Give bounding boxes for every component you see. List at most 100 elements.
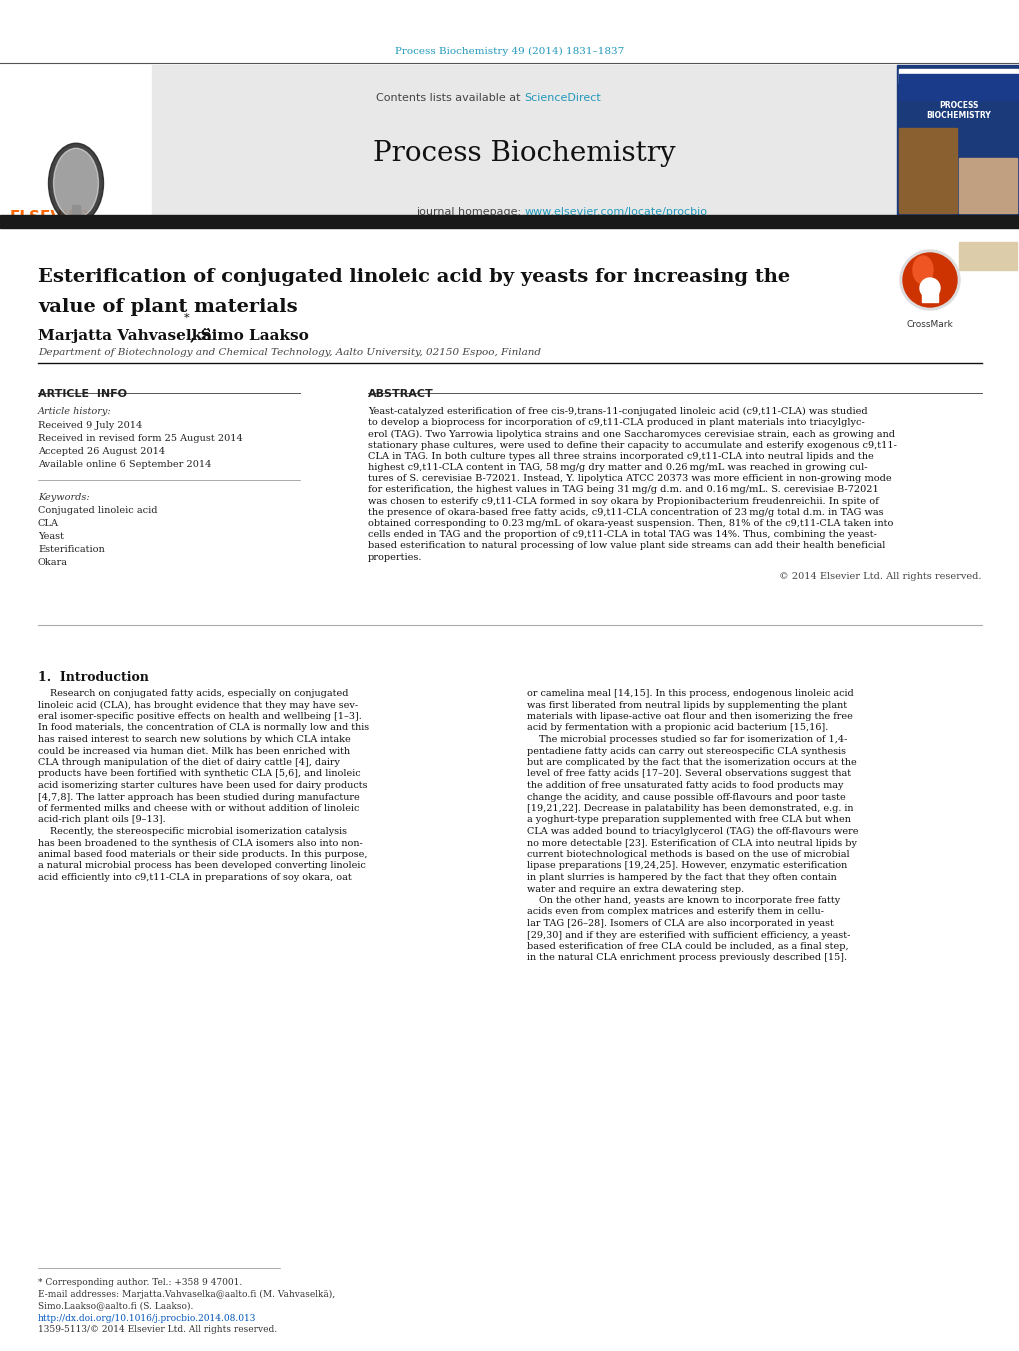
Text: Article history:: Article history: xyxy=(38,407,111,416)
Text: based esterification of free CLA could be included, as a final step,: based esterification of free CLA could b… xyxy=(527,942,848,951)
Text: acid-rich plant oils [9–13].: acid-rich plant oils [9–13]. xyxy=(38,816,165,824)
Text: highest c9,t11-CLA content in TAG, 58 mg/g dry matter and 0.26 mg/mL was reached: highest c9,t11-CLA content in TAG, 58 mg… xyxy=(368,463,866,471)
Text: or camelina meal [14,15]. In this process, endogenous linoleic acid: or camelina meal [14,15]. In this proces… xyxy=(527,689,853,698)
Bar xyxy=(72,205,79,226)
Text: Okara: Okara xyxy=(38,558,68,567)
Text: acid isomerizing starter cultures have been used for dairy products: acid isomerizing starter cultures have b… xyxy=(38,781,367,790)
Text: 1359-5113/© 2014 Elsevier Ltd. All rights reserved.: 1359-5113/© 2014 Elsevier Ltd. All right… xyxy=(38,1325,277,1333)
Circle shape xyxy=(919,278,940,299)
Text: Yeast: Yeast xyxy=(38,532,64,540)
Text: Esterification of conjugated linoleic acid by yeasts for increasing the: Esterification of conjugated linoleic ac… xyxy=(38,267,790,286)
Text: change the acidity, and cause possible off-flavours and poor taste: change the acidity, and cause possible o… xyxy=(527,793,845,801)
Text: materials with lipase-active oat flour and then isomerizing the free: materials with lipase-active oat flour a… xyxy=(527,712,852,721)
Text: © 2014 Elsevier Ltd. All rights reserved.: © 2014 Elsevier Ltd. All rights reserved… xyxy=(779,571,981,581)
Text: Esterification: Esterification xyxy=(38,544,105,554)
Text: Research on conjugated fatty acids, especially on conjugated: Research on conjugated fatty acids, espe… xyxy=(38,689,348,698)
Text: a natural microbial process has been developed converting linoleic: a natural microbial process has been dev… xyxy=(38,862,366,870)
Ellipse shape xyxy=(53,149,99,219)
Text: Accepted 26 August 2014: Accepted 26 August 2014 xyxy=(38,447,165,457)
Text: In food materials, the concentration of CLA is normally low and this: In food materials, the concentration of … xyxy=(38,724,369,732)
Text: [19,21,22]. Decrease in palatability has been demonstrated, e.g. in: [19,21,22]. Decrease in palatability has… xyxy=(527,804,853,813)
Text: ScienceDirect: ScienceDirect xyxy=(524,93,600,103)
Bar xyxy=(898,69,1017,82)
Text: CLA: CLA xyxy=(38,519,59,528)
Text: PROCESS
BIOCHEMISTRY: PROCESS BIOCHEMISTRY xyxy=(925,101,989,120)
Text: properties.: properties. xyxy=(368,553,422,562)
Text: Yeast-catalyzed esterification of free cis-9,trans-11-conjugated linoleic acid (: Yeast-catalyzed esterification of free c… xyxy=(368,407,867,416)
Bar xyxy=(958,242,1016,270)
Text: current biotechnological methods is based on the use of microbial: current biotechnological methods is base… xyxy=(527,850,849,859)
Text: in the natural CLA enrichment process previously described [15].: in the natural CLA enrichment process pr… xyxy=(527,954,846,962)
Text: linoleic acid (CLA), has brought evidence that they may have sev-: linoleic acid (CLA), has brought evidenc… xyxy=(38,701,358,709)
Text: Process Biochemistry 49 (2014) 1831–1837: Process Biochemistry 49 (2014) 1831–1837 xyxy=(395,47,624,57)
Text: [29,30] and if they are esterified with sufficient efficiency, a yeast-: [29,30] and if they are esterified with … xyxy=(527,931,850,939)
Ellipse shape xyxy=(49,143,103,223)
Text: erol (TAG). Two Yarrowia lipolytica strains and one Saccharomyces cerevisiae str: erol (TAG). Two Yarrowia lipolytica stra… xyxy=(368,430,894,439)
Text: was chosen to esterify c9,t11-CLA formed in soy okara by Propionibacterium freud: was chosen to esterify c9,t11-CLA formed… xyxy=(368,497,878,505)
Text: based esterification to natural processing of low value plant side streams can a: based esterification to natural processi… xyxy=(368,542,884,550)
Text: stationary phase cultures, were used to define their capacity to accumulate and : stationary phase cultures, were used to … xyxy=(368,440,896,450)
Bar xyxy=(898,74,1017,100)
Text: to develop a bioprocess for incorporation of c9,t11-CLA produced in plant materi: to develop a bioprocess for incorporatio… xyxy=(368,419,864,427)
Text: of fermented milks and cheese with or without addition of linoleic: of fermented milks and cheese with or wi… xyxy=(38,804,359,813)
Text: has raised interest to search new solutions by which CLA intake: has raised interest to search new soluti… xyxy=(38,735,351,744)
Text: Simo.Laakso@aalto.fi (S. Laakso).: Simo.Laakso@aalto.fi (S. Laakso). xyxy=(38,1301,194,1310)
Text: obtained corresponding to 0.23 mg/mL of okara-yeast suspension. Then, 81% of the: obtained corresponding to 0.23 mg/mL of … xyxy=(368,519,893,528)
Text: Available online 6 September 2014: Available online 6 September 2014 xyxy=(38,459,211,469)
Text: journal homepage:: journal homepage: xyxy=(416,207,524,218)
Text: ABSTRACT: ABSTRACT xyxy=(368,389,433,399)
Text: lar TAG [26–28]. Isomers of CLA are also incorporated in yeast: lar TAG [26–28]. Isomers of CLA are also… xyxy=(527,919,834,928)
Text: CLA in TAG. In both culture types all three strains incorporated c9,t11-CLA into: CLA in TAG. In both culture types all th… xyxy=(368,451,873,461)
Text: animal based food materials or their side products. In this purpose,: animal based food materials or their sid… xyxy=(38,850,367,859)
Text: the presence of okara-based free fatty acids, c9,t11-CLA concentration of 23 mg/: the presence of okara-based free fatty a… xyxy=(368,508,882,517)
Bar xyxy=(0,215,1019,228)
Text: value of plant materials: value of plant materials xyxy=(38,299,298,316)
Ellipse shape xyxy=(912,255,932,284)
Text: CLA was added bound to triacylglycerol (TAG) the off-flavours were: CLA was added bound to triacylglycerol (… xyxy=(527,827,858,836)
Text: acids even from complex matrices and esterify them in cellu-: acids even from complex matrices and est… xyxy=(527,908,823,916)
Text: www.elsevier.com/locate/procbio: www.elsevier.com/locate/procbio xyxy=(524,207,707,218)
Text: , Simo Laakso: , Simo Laakso xyxy=(190,328,309,342)
Bar xyxy=(152,65,896,215)
Text: but are complicated by the fact that the isomerization occurs at the: but are complicated by the fact that the… xyxy=(527,758,856,767)
Text: CLA through manipulation of the diet of dairy cattle [4], dairy: CLA through manipulation of the diet of … xyxy=(38,758,339,767)
Text: Recently, the stereospecific microbial isomerization catalysis: Recently, the stereospecific microbial i… xyxy=(38,827,346,836)
Text: eral isomer-specific positive effects on health and wellbeing [1–3].: eral isomer-specific positive effects on… xyxy=(38,712,362,721)
Bar xyxy=(958,158,1016,213)
Text: Conjugated linoleic acid: Conjugated linoleic acid xyxy=(38,507,157,515)
Text: cells ended in TAG and the proportion of c9,t11-CLA in total TAG was 14%. Thus, : cells ended in TAG and the proportion of… xyxy=(368,530,876,539)
Text: [4,7,8]. The latter approach has been studied during manufacture: [4,7,8]. The latter approach has been st… xyxy=(38,793,360,801)
Text: in plant slurries is hampered by the fact that they often contain: in plant slurries is hampered by the fac… xyxy=(527,873,836,882)
Text: water and require an extra dewatering step.: water and require an extra dewatering st… xyxy=(527,885,744,893)
Text: lipase preparations [19,24,25]. However, enzymatic esterification: lipase preparations [19,24,25]. However,… xyxy=(527,862,847,870)
Bar xyxy=(921,292,937,303)
Text: products have been fortified with synthetic CLA [5,6], and linoleic: products have been fortified with synthe… xyxy=(38,770,361,778)
Text: ARTICLE  INFO: ARTICLE INFO xyxy=(38,389,127,399)
Text: the addition of free unsaturated fatty acids to food products may: the addition of free unsaturated fatty a… xyxy=(527,781,843,790)
Text: a yoghurt-type preparation supplemented with free CLA but when: a yoghurt-type preparation supplemented … xyxy=(527,816,850,824)
Text: Received in revised form 25 August 2014: Received in revised form 25 August 2014 xyxy=(38,434,243,443)
Text: 1.  Introduction: 1. Introduction xyxy=(38,671,149,684)
Text: could be increased via human diet. Milk has been enriched with: could be increased via human diet. Milk … xyxy=(38,747,350,755)
Text: The microbial processes studied so far for isomerization of 1,4-: The microbial processes studied so far f… xyxy=(527,735,847,744)
Text: CrossMark: CrossMark xyxy=(906,320,953,330)
Bar xyxy=(0,65,152,215)
Text: pentadiene fatty acids can carry out stereospecific CLA synthesis: pentadiene fatty acids can carry out ste… xyxy=(527,747,845,755)
Text: Contents lists available at: Contents lists available at xyxy=(376,93,524,103)
Text: for esterification, the highest values in TAG being 31 mg/g d.m. and 0.16 mg/mL.: for esterification, the highest values i… xyxy=(368,485,878,494)
Bar xyxy=(896,65,1019,215)
Text: tures of S. cerevisiae B-72021. Instead, Y. lipolytica ATCC 20373 was more effic: tures of S. cerevisiae B-72021. Instead,… xyxy=(368,474,891,484)
Text: no more detectable [23]. Esterification of CLA into neutral lipids by: no more detectable [23]. Esterification … xyxy=(527,839,856,847)
Text: http://dx.doi.org/10.1016/j.procbio.2014.08.013: http://dx.doi.org/10.1016/j.procbio.2014… xyxy=(38,1315,256,1323)
Text: Process Biochemistry: Process Biochemistry xyxy=(373,141,676,168)
Text: was first liberated from neutral lipids by supplementing the plant: was first liberated from neutral lipids … xyxy=(527,701,847,709)
Text: On the other hand, yeasts are known to incorporate free fatty: On the other hand, yeasts are known to i… xyxy=(527,896,840,905)
Text: Received 9 July 2014: Received 9 July 2014 xyxy=(38,422,142,430)
Text: acid by fermentation with a propionic acid bacterium [15,16].: acid by fermentation with a propionic ac… xyxy=(527,724,827,732)
Text: level of free fatty acids [17–20]. Several observations suggest that: level of free fatty acids [17–20]. Sever… xyxy=(527,770,850,778)
Text: has been broadened to the synthesis of CLA isomers also into non-: has been broadened to the synthesis of C… xyxy=(38,839,363,847)
Bar xyxy=(898,128,956,213)
Text: ELSEVIER: ELSEVIER xyxy=(10,209,91,226)
Text: * Corresponding author. Tel.: +358 9 47001.: * Corresponding author. Tel.: +358 9 470… xyxy=(38,1278,243,1288)
Circle shape xyxy=(902,253,956,307)
